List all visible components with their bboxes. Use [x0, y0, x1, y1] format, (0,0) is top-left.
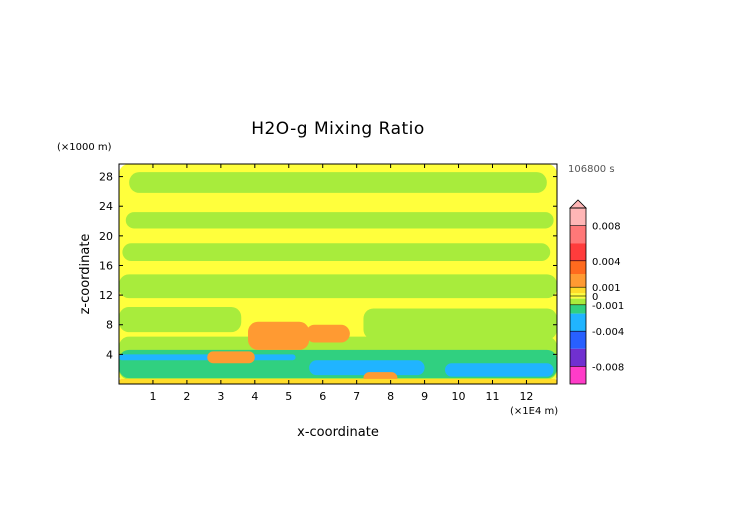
colorbar-bin [570, 287, 586, 294]
colorbar-tick-label: -0.001 [592, 301, 624, 312]
x-tick-label: 6 [319, 390, 326, 403]
x-tick-label: 5 [285, 390, 292, 403]
field-region [207, 351, 255, 364]
field-region [119, 378, 557, 384]
x-unit-label: (×1E4 m) [510, 406, 558, 417]
colorbar-bin [570, 304, 586, 314]
colorbar-bin [570, 274, 586, 288]
colorbar-bin [570, 208, 586, 226]
colorbar-tick-label: -0.004 [592, 327, 624, 338]
field-region [122, 243, 551, 262]
field-region [305, 324, 350, 343]
x-tick-label: 12 [519, 390, 533, 403]
y-tick-label: 16 [99, 259, 113, 272]
x-tick-label: 1 [149, 390, 156, 403]
x-tick-label: 11 [485, 390, 499, 403]
x-tick-label: 2 [183, 390, 190, 403]
y-tick-label: 4 [106, 348, 113, 361]
y-axis: 4 8 12 16 20 24 28 [99, 171, 557, 361]
field-region [248, 321, 310, 350]
colorbar-tick-label: 0.004 [592, 257, 621, 268]
colorbar-tick-label: -0.008 [592, 362, 624, 373]
colorbar-bin [570, 298, 586, 305]
colorbar-tick-label: 0.008 [592, 222, 621, 233]
x-tick-label: 3 [217, 390, 224, 403]
x-tick-label: 8 [387, 390, 394, 403]
field-region [119, 274, 557, 299]
y-axis-label: z-coordinate [78, 234, 93, 315]
x-tick-label: 10 [452, 390, 466, 403]
y-tick-label: 24 [99, 200, 113, 213]
y-tick-label: 20 [99, 230, 113, 243]
colorbar-bin [570, 313, 586, 332]
field-region [119, 306, 242, 333]
field-region [125, 212, 554, 229]
y-tick-label: 28 [99, 171, 113, 184]
plot-frame [118, 163, 558, 385]
colorbar-bin [570, 331, 586, 349]
colorbar-bin [570, 366, 586, 384]
y-unit-label: (×1000 m) [57, 142, 112, 153]
colorbar-over-arrow [569, 199, 587, 209]
field-region [129, 172, 547, 193]
colorbar-bin [570, 260, 586, 274]
heatmap-field [119, 164, 557, 384]
colorbar-tick-label: 0.001 [592, 283, 621, 294]
x-tick-label: 9 [421, 390, 428, 403]
x-tick-label: 7 [353, 390, 360, 403]
colorbar-bin [570, 243, 586, 261]
x-tick-label: 4 [251, 390, 258, 403]
field-region [309, 360, 425, 376]
colorbar-tick-label: 0 [592, 292, 598, 303]
x-axis-label: x-coordinate [297, 425, 379, 440]
field-region [444, 363, 554, 377]
field-region [363, 308, 557, 340]
y-tick-label: 12 [99, 289, 113, 302]
colorbar-bin [570, 348, 586, 367]
x-axis: 1 2 3 4 5 6 7 8 9 10 11 12 [149, 164, 533, 403]
y-tick-label: 8 [106, 319, 113, 332]
chart-title: H2O-g Mixing Ratio [251, 119, 425, 139]
time-label: 106800 s [568, 164, 615, 175]
colorbar-bin [570, 225, 586, 244]
